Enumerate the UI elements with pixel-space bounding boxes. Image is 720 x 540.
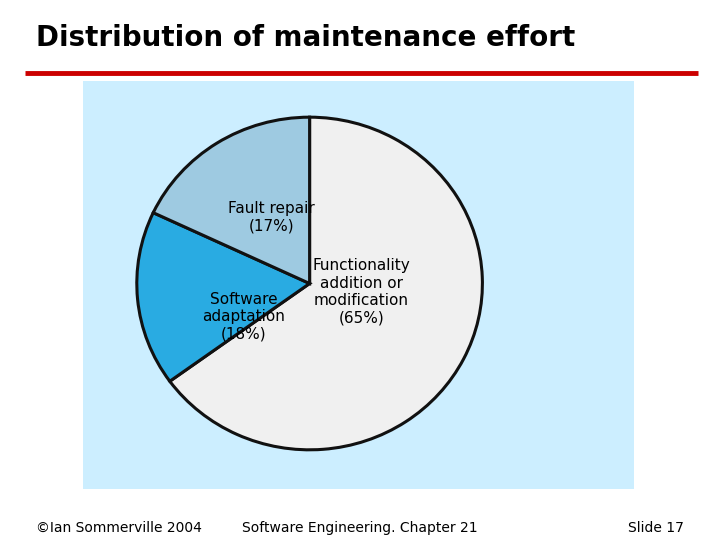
Text: Software
adaptation
(18%): Software adaptation (18%) (202, 292, 285, 342)
Wedge shape (170, 117, 482, 450)
Text: Slide 17: Slide 17 (628, 521, 684, 535)
Text: Functionality
addition or
modification
(65%): Functionality addition or modification (… (312, 258, 410, 326)
Text: Software Engineering. Chapter 21: Software Engineering. Chapter 21 (242, 521, 478, 535)
Wedge shape (137, 213, 310, 381)
Text: ©Ian Sommerville 2004: ©Ian Sommerville 2004 (36, 521, 202, 535)
Wedge shape (153, 117, 310, 284)
Text: Distribution of maintenance effort: Distribution of maintenance effort (36, 24, 575, 52)
Text: Fault repair
(17%): Fault repair (17%) (228, 201, 315, 233)
